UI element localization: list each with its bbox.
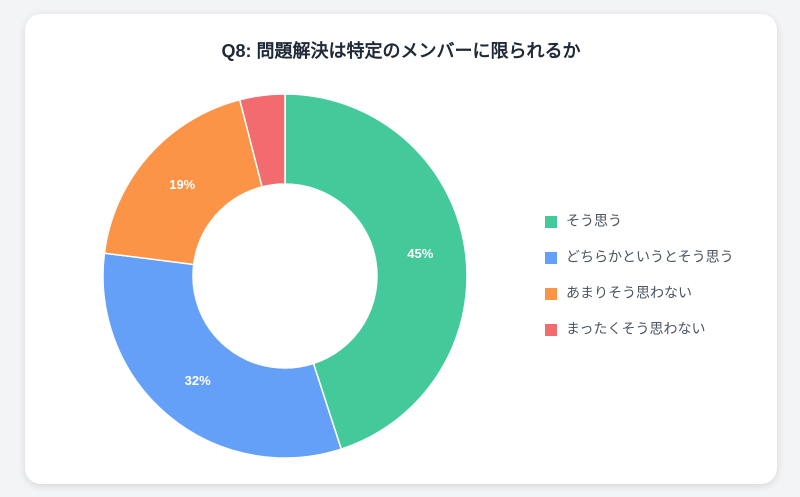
data-label: 19% (169, 177, 195, 192)
slice (103, 98, 264, 266)
legend-swatch (545, 252, 557, 264)
slice (284, 93, 468, 451)
data-label: 32% (185, 373, 211, 388)
slice (102, 252, 343, 459)
legend-label: あまりそう思わない (566, 285, 692, 301)
legend-swatch (545, 324, 557, 336)
slice (238, 93, 286, 188)
legend-swatch (545, 288, 557, 300)
legend-label: そう思う (566, 213, 622, 229)
chart-title: Q8: 問題解決は特定のメンバーに限られるか (221, 40, 580, 61)
legend-label: まったくそう思わない (566, 321, 705, 337)
legend-swatch (545, 216, 557, 228)
data-label: 45% (407, 246, 433, 261)
legend-label: どちらかというとそう思う (566, 249, 734, 265)
